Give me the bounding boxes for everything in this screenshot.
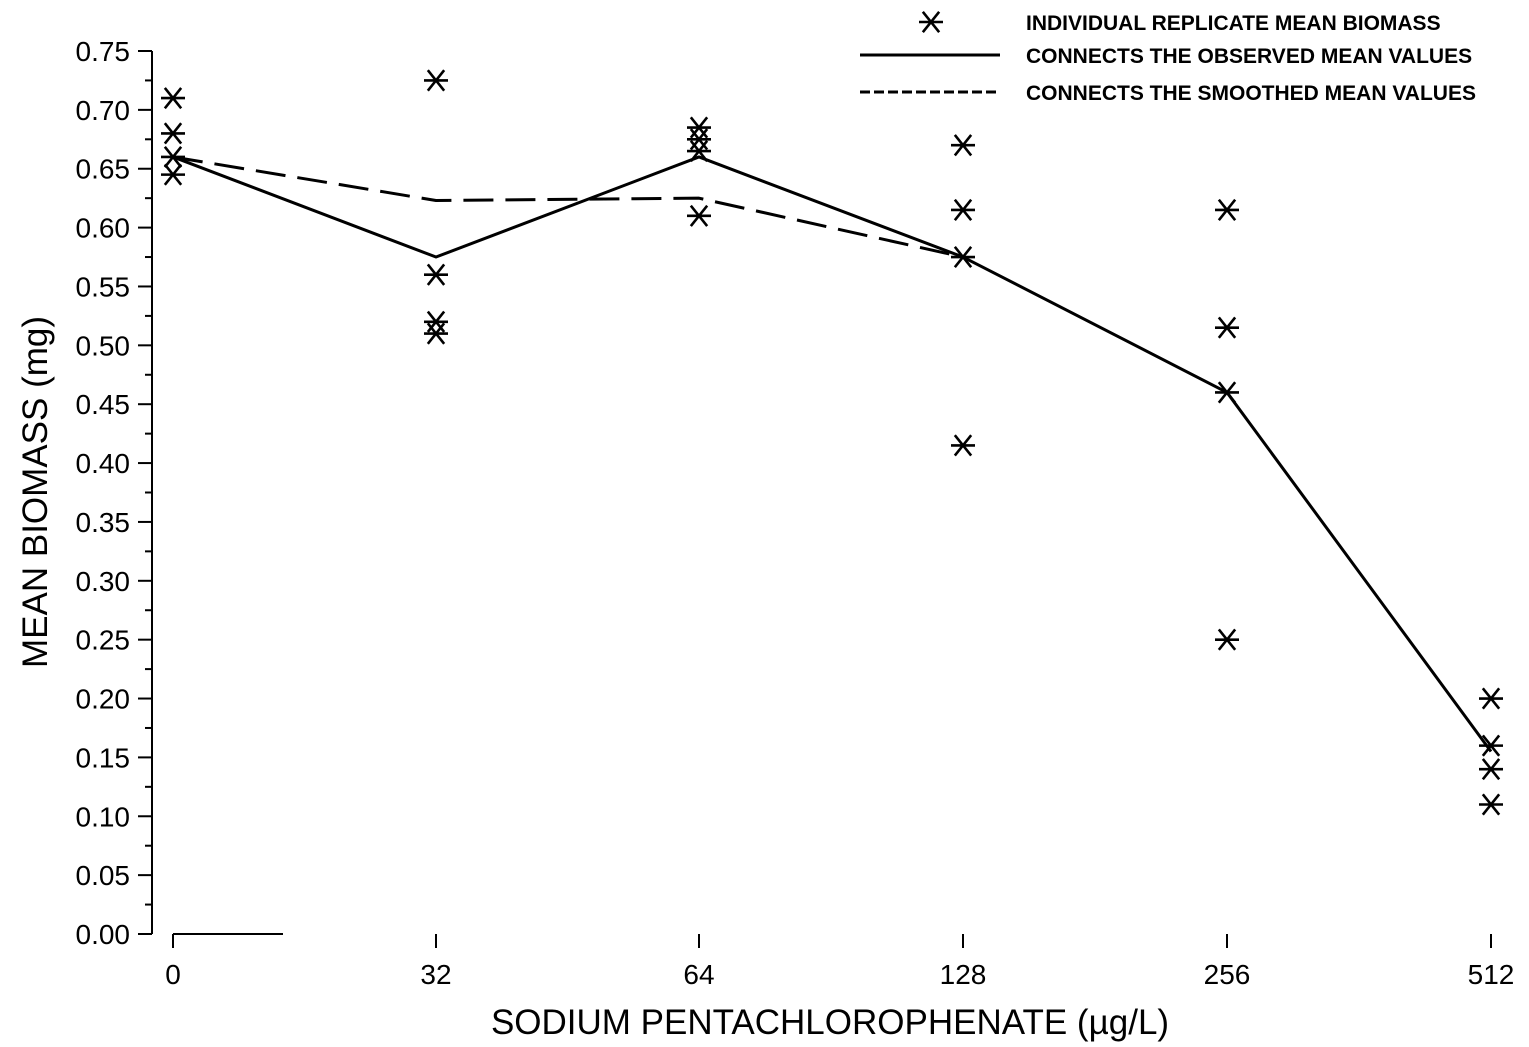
replicate-point xyxy=(1215,316,1239,339)
replicate-point xyxy=(687,204,711,227)
replicate-point xyxy=(1479,734,1503,757)
y-tick-label: 0.10 xyxy=(76,801,131,832)
x-tick-label: 128 xyxy=(940,959,987,990)
replicate-point xyxy=(161,87,185,110)
replicate-point xyxy=(1479,758,1503,781)
replicate-point xyxy=(951,198,975,221)
x-tick-label: 256 xyxy=(1204,959,1251,990)
y-tick-label: 0.70 xyxy=(76,95,131,126)
x-tick-label: 512 xyxy=(1468,959,1515,990)
replicate-point xyxy=(424,69,448,92)
replicate-point xyxy=(1215,381,1239,404)
legend: INDIVIDUAL REPLICATE MEAN BIOMASS CONNECT… xyxy=(860,10,1476,105)
x-tick-label: 64 xyxy=(683,959,714,990)
replicate-point xyxy=(424,310,448,333)
axes: 0.00 0.05 0.10 0.15 0.20 0.25 0.30 0.35 0.40 0.45… xyxy=(76,36,1515,990)
replicate-point xyxy=(687,128,711,151)
replicate-point xyxy=(1215,198,1239,221)
y-tick-label: 0.05 xyxy=(76,860,131,891)
smoothed-mean-line xyxy=(172,155,964,259)
legend-label: INDIVIDUAL REPLICATE MEAN BIOMASS xyxy=(1026,12,1441,35)
y-axis-title: MEAN BIOMASS (mg) xyxy=(16,316,55,668)
replicate-point xyxy=(161,145,185,168)
y-tick-label: 0.45 xyxy=(76,389,131,420)
replicate-point xyxy=(1479,687,1503,710)
x-tick-label: 32 xyxy=(420,959,451,990)
legend-label: CONNECTS THE SMOOTHED MEAN VALUES xyxy=(1026,82,1476,105)
replicate-point xyxy=(161,122,185,145)
y-tick-label: 0.65 xyxy=(76,154,131,185)
legend-label: CONNECTS THE OBSERVED MEAN VALUES xyxy=(1026,45,1472,68)
replicate-point xyxy=(687,140,711,163)
replicate-point xyxy=(1215,628,1239,651)
y-tick-label: 0.15 xyxy=(76,742,131,773)
replicate-point xyxy=(951,134,975,157)
replicate-point xyxy=(951,246,975,269)
observed-mean-line xyxy=(172,155,1493,753)
x-tick-label: 0 xyxy=(165,959,181,990)
replicate-point xyxy=(424,322,448,345)
y-tick-label: 0.20 xyxy=(76,684,131,715)
plot-area xyxy=(161,69,1503,816)
y-tick-label: 0.50 xyxy=(76,330,131,361)
y-tick-label: 0.55 xyxy=(76,271,131,302)
y-tick-label: 0.25 xyxy=(76,625,131,656)
x-axis-title: SODIUM PENTACHLOROPHENATE (µg/L) xyxy=(491,1003,1169,1042)
replicate-point xyxy=(951,434,975,457)
y-tick-label: 0.60 xyxy=(76,213,131,244)
y-tick-label: 0.40 xyxy=(76,448,131,479)
y-tick-label: 0.00 xyxy=(76,919,131,950)
replicate-point xyxy=(161,163,185,186)
y-tick-label: 0.75 xyxy=(76,36,131,67)
replicate-point xyxy=(1479,793,1503,816)
legend-marker-replicate xyxy=(919,10,943,34)
replicate-point xyxy=(687,116,711,139)
replicate-point xyxy=(424,263,448,286)
y-tick-label: 0.35 xyxy=(76,507,131,538)
y-tick-label: 0.30 xyxy=(76,566,131,597)
